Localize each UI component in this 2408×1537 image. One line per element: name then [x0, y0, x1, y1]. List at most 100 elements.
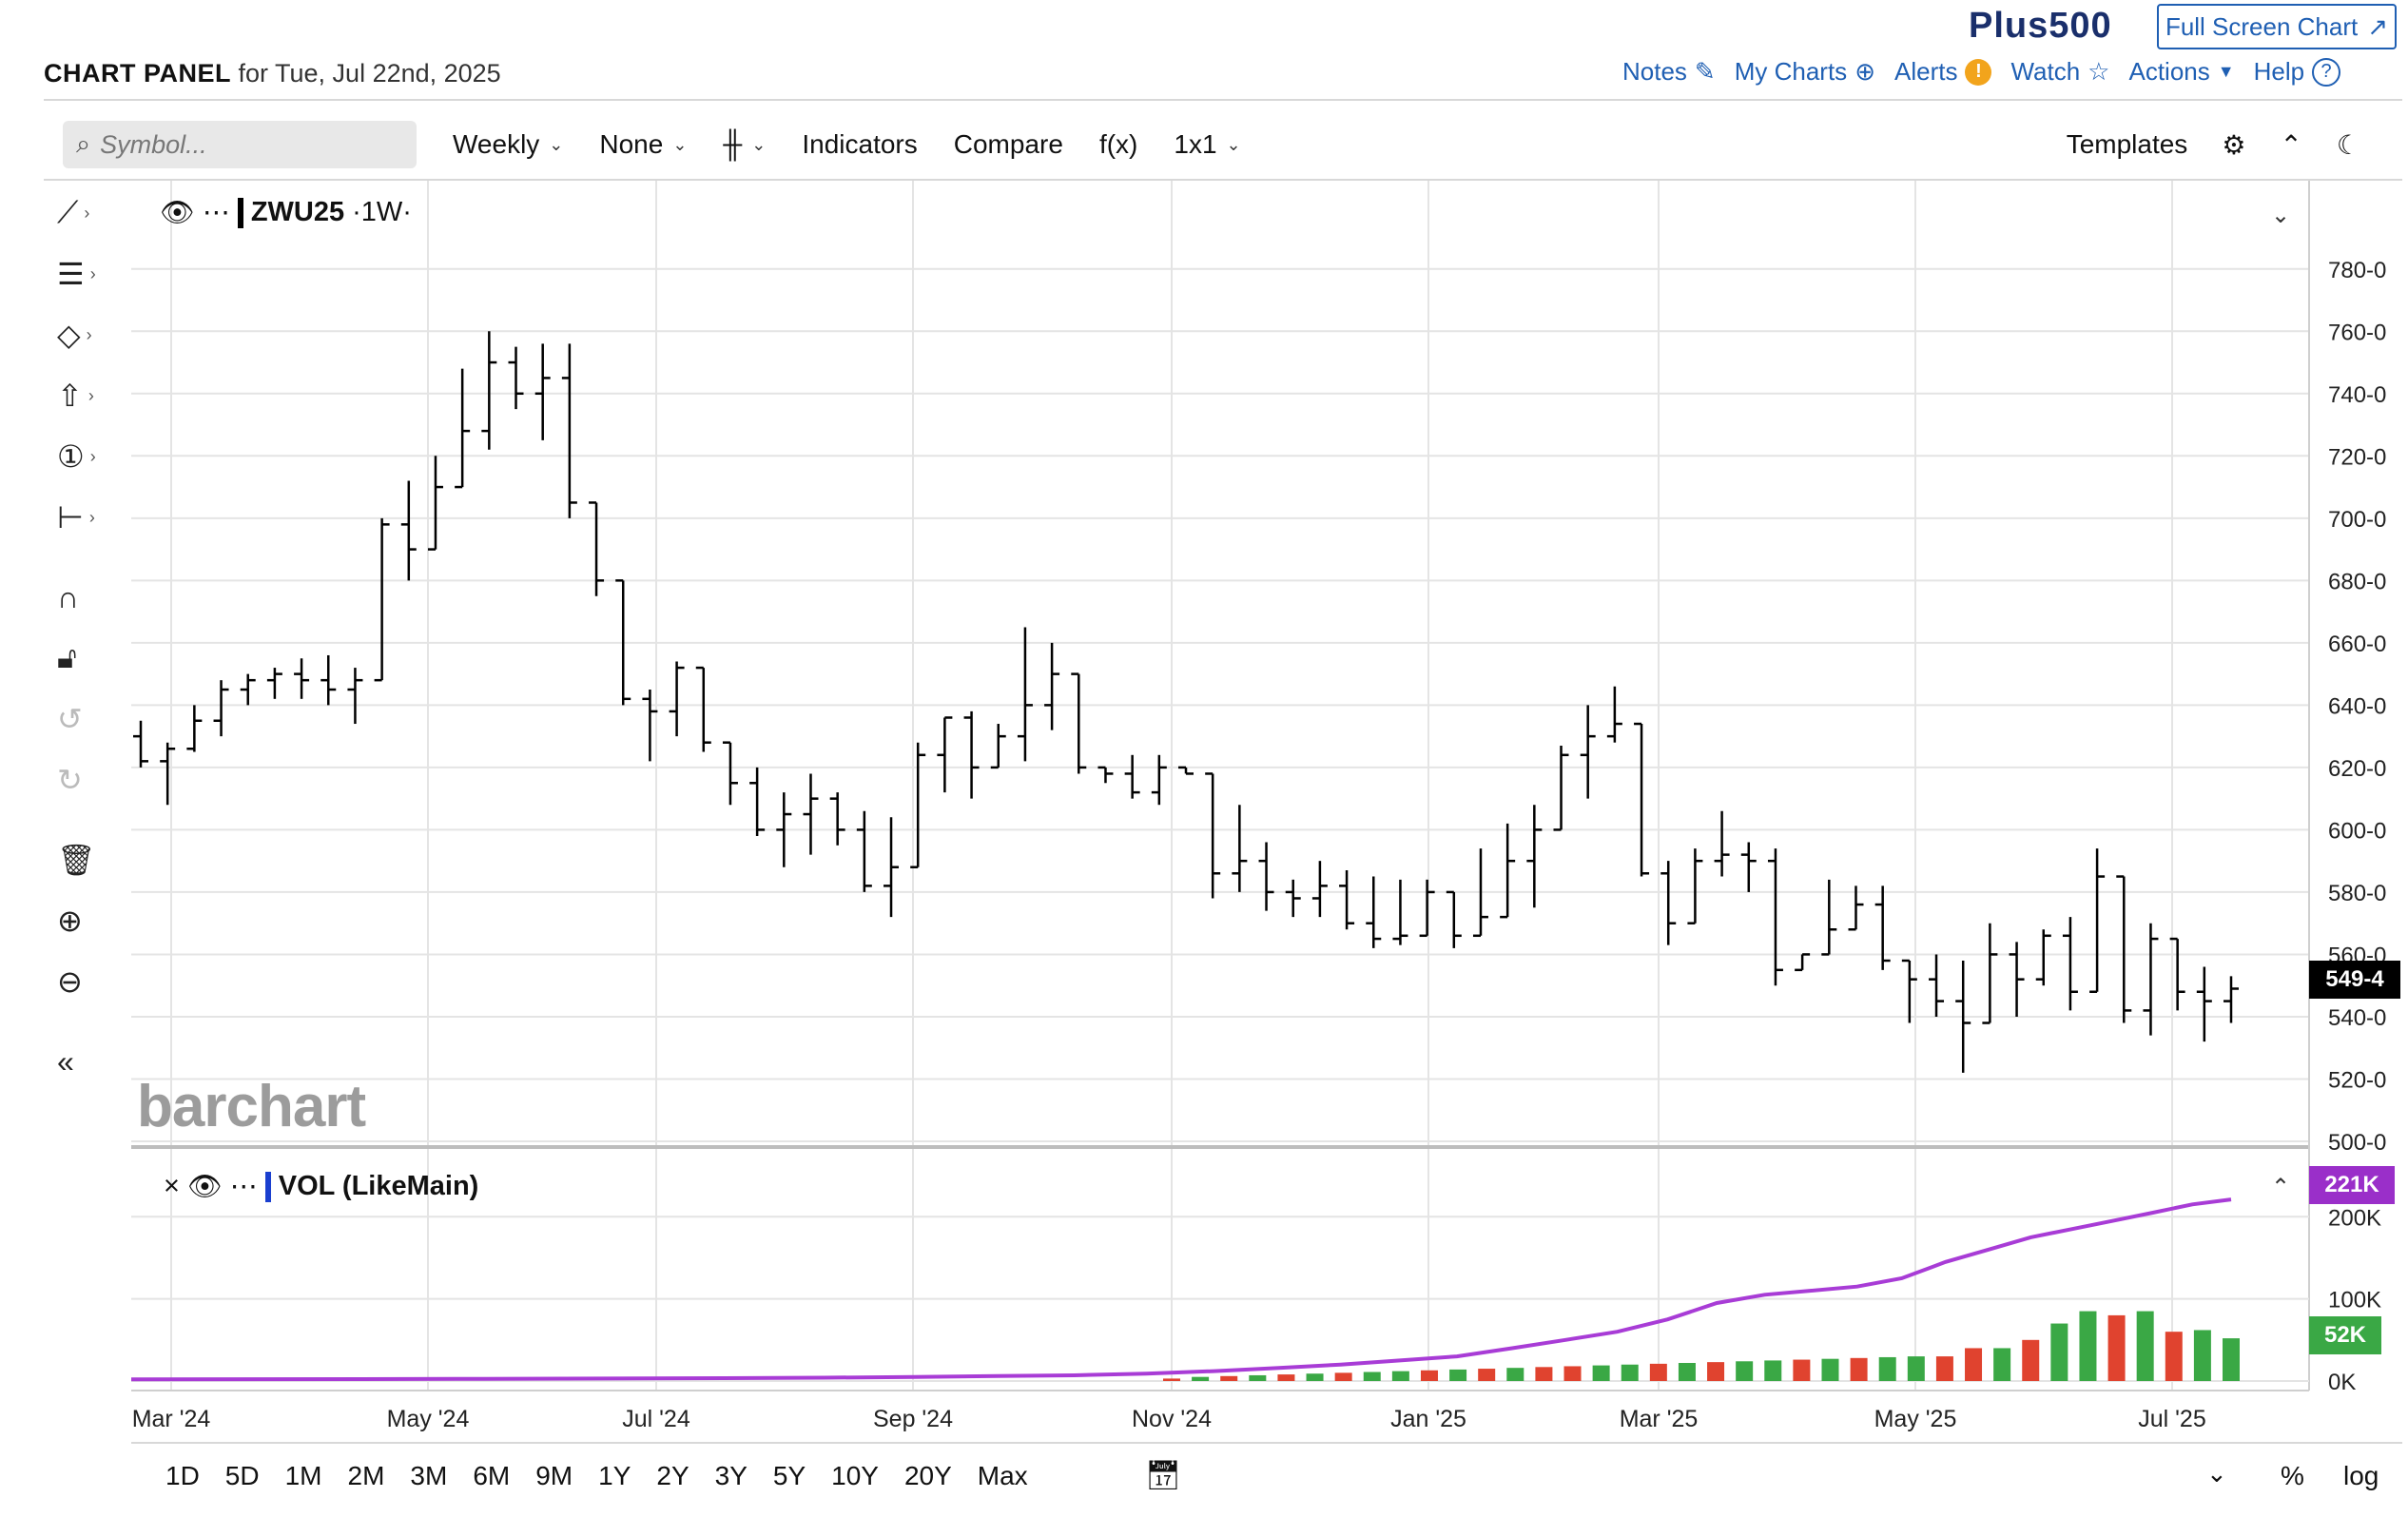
period-divider	[131, 1442, 2402, 1444]
fibonacci-tool[interactable]: ☰ ›	[57, 253, 114, 295]
period-5y[interactable]: 5Y	[772, 1461, 806, 1490]
full-screen-chart-button[interactable]: Full Screen Chart ↗	[2157, 4, 2397, 49]
price-tick-label: 600-0	[2328, 818, 2386, 844]
shapes-tool[interactable]: ◇ ›	[57, 314, 114, 356]
lock-tool[interactable]: 🔓︎	[57, 637, 114, 679]
period-3m[interactable]: 3M	[410, 1461, 448, 1490]
templates-button[interactable]: Templates	[2066, 129, 2188, 159]
chart-panel-date: for Tue, Jul 22nd, 2025	[231, 59, 501, 88]
notes-link[interactable]: Notes ✎	[1622, 57, 1716, 87]
indicators-button[interactable]: Indicators	[802, 129, 917, 160]
fx-button[interactable]: f(x)	[1099, 129, 1137, 160]
period-2y[interactable]: 2Y	[656, 1461, 689, 1490]
compare-button[interactable]: Compare	[954, 129, 1063, 160]
volume-bar	[1678, 1363, 1696, 1381]
period-2m[interactable]: 2M	[347, 1461, 385, 1490]
calendar-icon[interactable]: 📅︎	[1145, 1460, 1182, 1491]
time-tick-label: Mar '25	[1620, 1406, 1699, 1432]
eye-icon[interactable]: 👁︎	[160, 197, 195, 228]
period-6m[interactable]: 6M	[473, 1461, 511, 1490]
time-tick-label: May '25	[1874, 1406, 1957, 1432]
volume-bar	[1478, 1369, 1496, 1381]
collapse-up-icon[interactable]: ⌃	[2280, 129, 2302, 160]
price-tick-label: 680-0	[2328, 569, 2386, 594]
interval-dropdown[interactable]: Weekly ⌄	[453, 129, 563, 160]
fib-list-icon: ☰	[57, 257, 85, 291]
volume-bar	[1965, 1348, 1983, 1381]
volume-bar	[1334, 1372, 1352, 1381]
percent-toggle[interactable]: %	[2281, 1461, 2304, 1490]
volume-bar	[1736, 1361, 1754, 1381]
volume-bar	[1420, 1370, 1438, 1381]
period-5d[interactable]: 5D	[224, 1461, 260, 1490]
period-1y[interactable]: 1Y	[598, 1461, 631, 1490]
period-1m[interactable]: 1M	[284, 1461, 322, 1490]
volume-bar	[1535, 1367, 1553, 1381]
time-tick-label: Nov '24	[1132, 1406, 1212, 1432]
volume-bars	[1163, 1311, 2240, 1381]
watch-link[interactable]: Watch ☆	[2010, 57, 2109, 87]
annotation-tool[interactable]: ① ›	[57, 436, 114, 477]
chart-type-dropdown[interactable]: ╫ ⌄	[723, 129, 766, 160]
time-tick-label: Jul '24	[622, 1406, 690, 1432]
redo-button[interactable]: ↻	[57, 759, 114, 801]
period-10y[interactable]: 10Y	[831, 1461, 879, 1490]
symbol-search-input[interactable]: ⌕ Symbol...	[63, 121, 417, 168]
price-tick-label: 620-0	[2328, 756, 2386, 782]
volume-panel-collapse-icon[interactable]: ⌃	[2271, 1175, 2291, 1200]
main-panel-collapse-icon[interactable]: ⌄	[2271, 203, 2291, 228]
chart-axes: 780-0 760-0 740-0 720-0 700-0 680-0 660-0 640-0…	[132, 258, 2387, 1432]
period-selector: 1D 5D 1M 2M 3M 6M 9M 1Y 2Y 3Y 5Y 10Y 20Y Max	[165, 1461, 1028, 1491]
price-tick-label: 520-0	[2328, 1067, 2386, 1093]
caret-down-icon: ▼	[2217, 62, 2235, 81]
settings-gear-icon[interactable]: ⚙	[2222, 129, 2246, 160]
zoom-in-button[interactable]: ⊕	[57, 900, 114, 942]
layout-dropdown[interactable]: 1x1 ⌄	[1174, 129, 1240, 160]
undo-button[interactable]: ↺	[57, 698, 114, 740]
volume-bar	[1878, 1356, 1896, 1381]
magnet-tool[interactable]: ∩	[57, 576, 114, 618]
close-icon[interactable]: ×	[164, 1171, 180, 1201]
alerts-link[interactable]: Alerts!	[1894, 57, 1992, 87]
overlay-dropdown[interactable]: None ⌄	[599, 129, 687, 160]
overlay-label: None	[599, 129, 664, 159]
actions-menu[interactable]: Actions ▼	[2128, 57, 2234, 87]
help-icon: ?	[2312, 57, 2341, 87]
dark-mode-moon-icon[interactable]: ☾	[2336, 129, 2360, 160]
toolbar-divider	[44, 179, 2402, 181]
period-20y[interactable]: 20Y	[903, 1461, 952, 1490]
arrow-tool[interactable]: ⇧ ›	[57, 375, 114, 417]
help-link[interactable]: Help?	[2254, 57, 2341, 87]
more-options-icon[interactable]: ⋯	[229, 1172, 258, 1202]
delete-drawings-button[interactable]: 🗑︎	[57, 839, 114, 881]
double-chevron-down-icon[interactable]: ⌄	[2206, 1459, 2227, 1488]
volume-bar	[1764, 1360, 1782, 1381]
chevron-right-icon: ›	[89, 446, 96, 466]
undo-icon: ↺	[57, 702, 83, 736]
period-9m[interactable]: 9M	[535, 1461, 573, 1490]
period-1d[interactable]: 1D	[165, 1461, 200, 1490]
my-charts-link[interactable]: My Charts ⊕	[1735, 57, 1875, 87]
chevron-right-icon: ›	[86, 324, 92, 344]
chevron-down-icon: ⌄	[1226, 134, 1241, 154]
price-tick-label: 500-0	[2328, 1130, 2386, 1156]
period-3y[interactable]: 3Y	[714, 1461, 748, 1490]
period-max[interactable]: Max	[977, 1461, 1028, 1490]
chevron-down-icon: ⌄	[549, 134, 564, 154]
measure-tool[interactable]: ⊢ ›	[57, 496, 114, 538]
volume-bar	[1707, 1362, 1725, 1381]
trend-line-tool[interactable]: ⟋ ›	[57, 192, 114, 234]
zoom-out-button[interactable]: ⊖	[57, 961, 114, 1002]
watch-label: Watch	[2010, 57, 2081, 86]
more-options-icon[interactable]: ⋯	[202, 198, 230, 228]
chart-grid	[131, 181, 2310, 1391]
volume-bar	[2193, 1330, 2211, 1381]
log-toggle[interactable]: log	[2343, 1461, 2379, 1490]
collapse-sidebar-button[interactable]: «	[57, 1041, 114, 1082]
eye-icon[interactable]: 👁︎	[186, 1171, 223, 1202]
redo-icon: ↻	[57, 763, 83, 797]
volume-tick-label: 0K	[2328, 1370, 2356, 1395]
price-tick-label: 780-0	[2328, 258, 2386, 283]
volume-tick-label: 100K	[2328, 1288, 2381, 1313]
